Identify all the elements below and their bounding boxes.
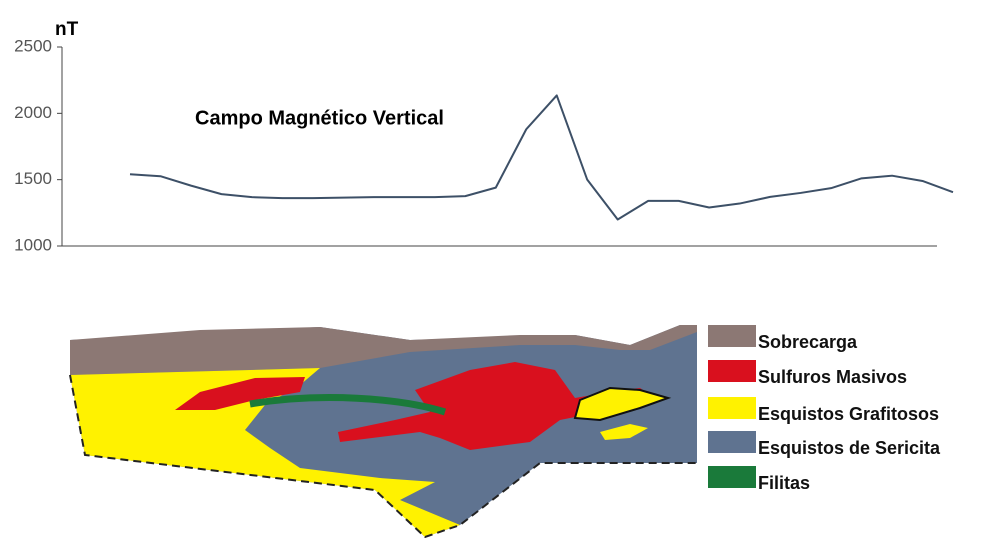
y-axis-label: nT — [55, 19, 79, 40]
legend-swatch — [708, 397, 756, 419]
graphitic-schist — [573, 386, 672, 422]
y-tick-label: 2000 — [14, 103, 52, 122]
magnetic-line — [129, 94, 954, 221]
legend-label: Sobrecarga — [758, 332, 858, 352]
cross-section — [69, 325, 697, 538]
sulfides — [175, 377, 305, 410]
legend-swatch — [708, 466, 756, 488]
graphitic-schist — [600, 424, 648, 440]
legend-label: Esquistos Grafitosos — [758, 404, 939, 424]
phyllite — [249, 394, 447, 416]
sulfides — [338, 362, 655, 450]
legend-swatch — [708, 360, 756, 382]
legend-swatch — [708, 325, 756, 347]
legend-label: Filitas — [758, 473, 810, 493]
legend-label: Esquistos de Sericita — [758, 438, 941, 458]
overburden — [70, 325, 697, 375]
chart-title: Campo Magnético Vertical — [195, 107, 444, 129]
section-boundary — [69, 374, 697, 538]
y-tick-label: 1500 — [14, 169, 52, 188]
y-tick-label: 1000 — [14, 235, 52, 254]
legend-swatch — [708, 431, 756, 453]
legend-label: Sulfuros Masivos — [758, 367, 907, 387]
graphitic-schist — [70, 368, 460, 537]
y-tick-label: 2500 — [14, 36, 52, 55]
